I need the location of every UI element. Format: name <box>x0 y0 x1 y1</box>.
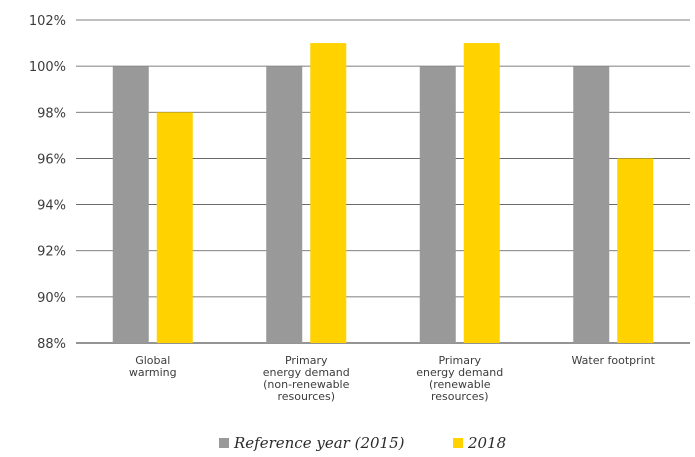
bar-current-2 <box>463 43 500 343</box>
bar-current-3 <box>617 158 654 343</box>
y-tick-label: 90% <box>37 291 66 306</box>
y-axis-ticks: 88% 90% 92% 94% 96% 98% 100% 102% <box>29 14 66 352</box>
x-category-label: Global warming <box>129 354 177 379</box>
y-tick-label: 94% <box>37 199 66 214</box>
x-category-label: Primary energy demand (non-renewable resour… <box>263 354 350 403</box>
y-tick-label: 92% <box>37 245 66 260</box>
legend: Reference year (2015) 2018 <box>219 434 506 452</box>
bar-current-1 <box>310 43 347 343</box>
y-tick-label: 100% <box>29 60 66 75</box>
legend-swatch <box>453 438 463 448</box>
bar-current-0 <box>156 112 193 344</box>
bar-reference-1 <box>266 66 303 344</box>
legend-swatch <box>219 438 229 448</box>
legend-label: Reference year (2015) <box>233 434 405 452</box>
y-tick-label: 88% <box>37 337 66 352</box>
y-tick-label: 98% <box>37 106 66 121</box>
y-tick-label: 96% <box>37 152 66 167</box>
bar-reference-3 <box>573 66 610 344</box>
x-axis-labels: Global warming Primary energy demand (non-re… <box>129 354 656 403</box>
bar-reference-2 <box>419 66 456 344</box>
x-category-label: Primary energy demand (renewable resources) <box>416 354 503 403</box>
bar-reference-0 <box>112 66 149 344</box>
bars <box>112 43 654 344</box>
y-tick-label: 102% <box>29 14 66 29</box>
x-category-label: Water footprint <box>571 354 655 367</box>
legend-label: 2018 <box>467 434 506 452</box>
